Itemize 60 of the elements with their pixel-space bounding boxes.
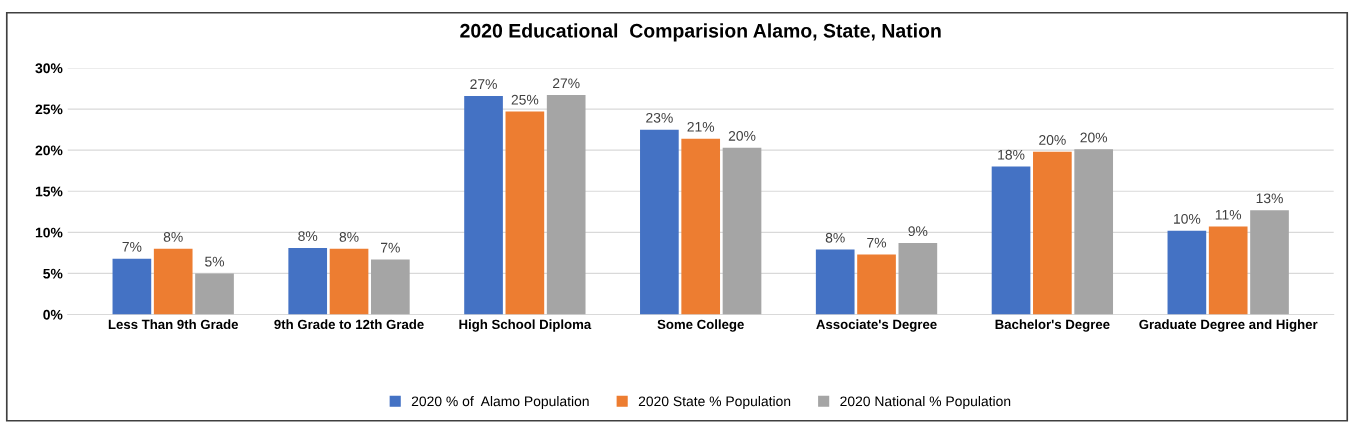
x-tick-label: High School Diploma [459,319,592,332]
data-label: 11% [1215,209,1242,220]
bar [681,138,721,315]
data-label: 8% [298,231,318,242]
data-label: 20% [1039,135,1066,145]
data-label: 13% [1256,193,1283,204]
data-label: 8% [825,232,845,243]
y-tick-label: 25% [35,104,63,115]
bar [857,254,896,315]
data-label: 27% [552,78,580,89]
y-tick-label: 0% [43,309,63,320]
bar [288,247,328,315]
x-tick-label: Some College [657,319,744,332]
bar [153,248,193,315]
y-tick-label: 20% [35,145,63,156]
data-label: 27% [470,79,497,89]
y-tick-label: 30% [35,63,63,74]
x-tick-label: Less Than 9th Grade [108,319,239,330]
data-label: 10% [1174,213,1201,224]
y-tick-label: 5% [43,268,63,279]
chart-title: 2020 Educational Comparision Alamo, State, Nation [460,23,941,42]
data-label: 5% [205,256,225,267]
bar [329,248,369,315]
data-label: 20% [1080,132,1108,143]
y-tick-label: 15% [35,186,63,197]
data-label: 21% [687,121,715,132]
data-label: 18% [998,149,1025,160]
data-label: 9% [908,226,928,237]
data-label: 8% [163,232,183,242]
data-label: 8% [339,232,359,242]
x-tick-label: Graduate Degree and Higher [1139,319,1318,332]
bar [815,249,855,315]
y-tick-label: 10% [35,227,63,238]
legend-label: 2020 % of Alamo Population [411,396,589,409]
bar [1074,149,1114,315]
data-label: 7% [381,242,400,253]
bar [1167,230,1207,315]
bar [505,111,545,315]
data-label: 23% [646,112,673,123]
bar [1033,151,1072,315]
bar [112,258,152,315]
data-label: 7% [867,237,887,248]
bar [195,273,234,315]
data-label: 20% [728,130,756,141]
bar [371,259,410,315]
bar [464,95,503,315]
bar [898,243,938,315]
data-label: 25% [511,94,539,105]
legend-label: 2020 National % Population [840,396,1011,409]
bar [991,166,1031,315]
x-tick-label: Associate's Degree [816,319,937,332]
bar [546,95,586,315]
legend-label: 2020 State % Population [638,396,791,409]
x-tick-label: 9th Grade to 12th Grade [274,319,424,330]
x-tick-label: Bachelor's Degree [995,319,1110,332]
bar [1208,226,1248,315]
bar [722,147,762,315]
data-label: 7% [122,241,142,252]
bar [640,129,679,315]
bar [1250,210,1289,315]
